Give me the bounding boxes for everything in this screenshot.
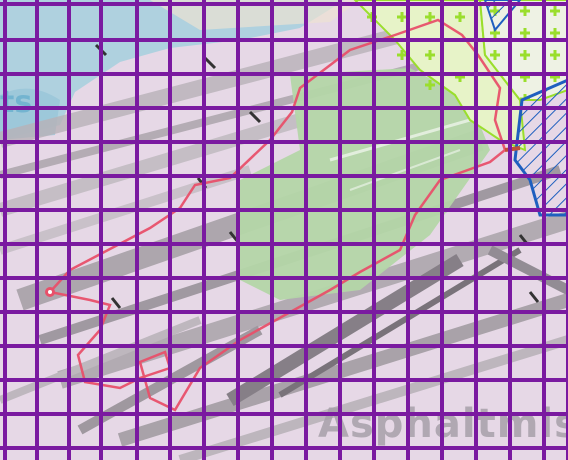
water-area <box>0 0 345 140</box>
restricted-area <box>513 78 568 217</box>
waypoint-marker-icon <box>45 287 55 297</box>
